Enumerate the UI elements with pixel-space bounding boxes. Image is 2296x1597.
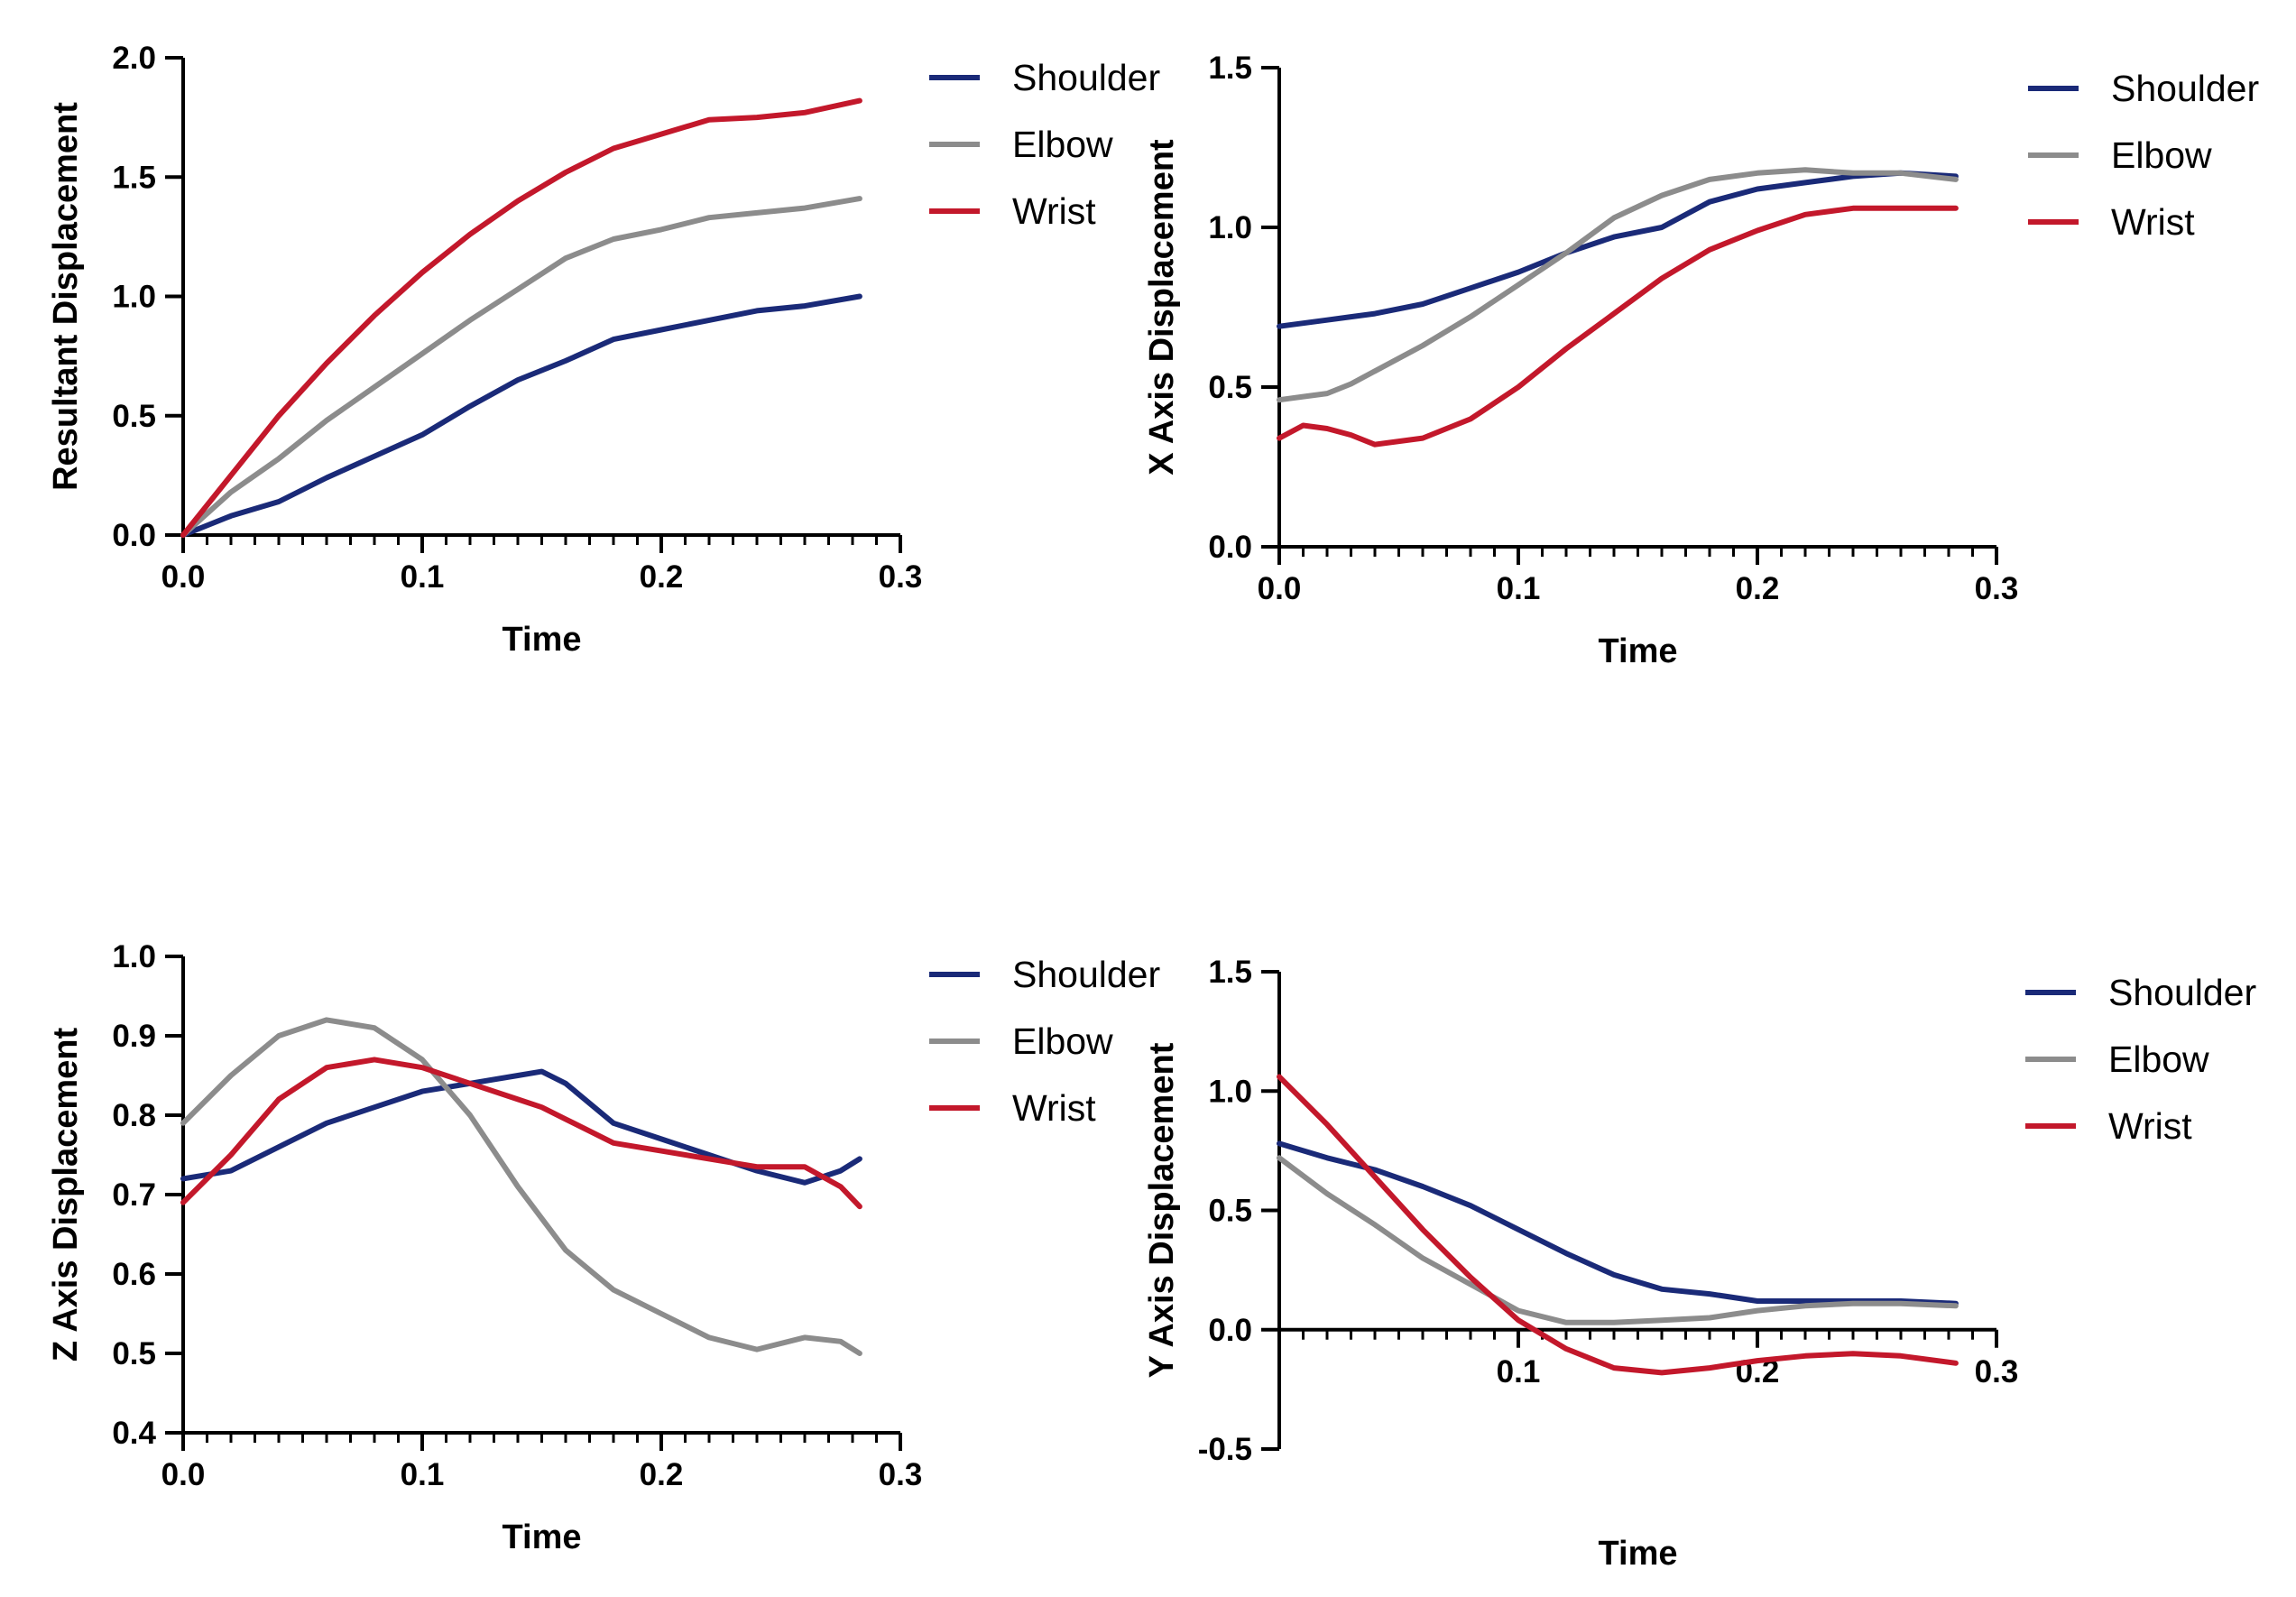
y-tick-label: 1.0: [1208, 1074, 1252, 1109]
x-tick-label: 0.2: [640, 559, 684, 595]
x-tick-label: 0.3: [879, 1457, 923, 1492]
legend-label-wrist: Wrist: [2108, 1105, 2192, 1147]
legend-label-shoulder: Shoulder: [2108, 972, 2256, 1013]
series-line-wrist: [1277, 205, 1959, 448]
y-tick-label: 1.0: [112, 939, 156, 974]
y-axis-title: X Axis Displacement: [1143, 139, 1181, 475]
x-axis-title: Time: [1598, 632, 1677, 670]
legend: Shoulder Elbow Wrist: [929, 57, 1160, 232]
legend: Shoulder Elbow Wrist: [2025, 972, 2256, 1147]
y-tick-label: 0.5: [1208, 370, 1252, 405]
y-tick-label: 0.4: [112, 1416, 156, 1451]
y-tick-label: 0.5: [1208, 1194, 1252, 1229]
x-tick-label: 0.0: [161, 1457, 206, 1492]
series-line-wrist: [1277, 1074, 1959, 1376]
legend-label-elbow: Elbow: [1012, 1020, 1113, 1062]
y-tick-label: 1.0: [1208, 210, 1252, 245]
x-axis-title: Time: [502, 621, 581, 659]
legend-label-wrist: Wrist: [1012, 190, 1096, 232]
legend-label-elbow: Elbow: [2111, 134, 2212, 176]
legend-label-wrist: Wrist: [1012, 1087, 1096, 1129]
y-tick-label: 0.8: [112, 1098, 156, 1133]
series-line-shoulder: [1277, 170, 1959, 329]
y-tick-label: 1.0: [112, 280, 156, 315]
chart-z_axis: 0.0 0.1 0.2 0.3 0.4 0.5 0.6 0.7 0.8 0.9 1.0 Time Z A…: [47, 939, 1160, 1556]
y-tick-label: 0.6: [112, 1257, 156, 1292]
legend-label-wrist: Wrist: [2111, 201, 2195, 243]
y-tick-label: 0.5: [112, 399, 156, 434]
legend: Shoulder Elbow Wrist: [2028, 68, 2259, 243]
y-tick-label: 1.5: [1208, 955, 1252, 990]
x-tick-label: 0.1: [1497, 1354, 1541, 1389]
y-tick-label: 1.5: [1208, 51, 1252, 86]
y-tick-label: 0.0: [112, 518, 156, 553]
y-tick-label: 0.7: [112, 1177, 156, 1213]
legend-label-shoulder: Shoulder: [1012, 57, 1160, 98]
series-line-shoulder: [180, 1068, 862, 1186]
x-tick-label: 0.1: [401, 559, 445, 595]
series-line-elbow: [180, 1017, 862, 1356]
legend: Shoulder Elbow Wrist: [929, 954, 1160, 1129]
y-tick-label: 0.9: [112, 1019, 156, 1054]
series-line-elbow: [180, 196, 862, 538]
x-tick-label: 0.3: [1975, 571, 2019, 606]
x-tick-label: 0.3: [1975, 1354, 2019, 1389]
series-line-elbow: [1277, 1155, 1959, 1325]
x-tick-label: 0.1: [401, 1457, 445, 1492]
x-tick-label: 0.0: [161, 559, 206, 595]
x-tick-label: 0.1: [1497, 571, 1541, 606]
x-axis-title: Time: [1598, 1535, 1677, 1573]
legend-label-shoulder: Shoulder: [1012, 954, 1160, 995]
y-tick-label: 1.5: [112, 160, 156, 195]
series-line-shoulder: [180, 293, 862, 538]
legend-label-shoulder: Shoulder: [2111, 68, 2259, 109]
legend-label-elbow: Elbow: [2108, 1039, 2209, 1080]
chart-resultant: 0.0 0.1 0.2 0.3 0.0 0.5 1.0 1.5 2.0 Time Resultant…: [47, 41, 1160, 659]
y-tick-label: 0.0: [1208, 1313, 1252, 1348]
series-line-elbow: [1277, 167, 1959, 403]
x-tick-label: 0.2: [1736, 571, 1780, 606]
y-axis-title: Y Axis Displacement: [1143, 1042, 1181, 1378]
series-line-shoulder: [1277, 1140, 1959, 1306]
y-tick-label: 0.5: [112, 1336, 156, 1371]
x-tick-label: 0.3: [879, 559, 923, 595]
legend-label-elbow: Elbow: [1012, 124, 1113, 165]
y-tick-label: 0.0: [1208, 530, 1252, 565]
x-tick-label: 0.2: [640, 1457, 684, 1492]
x-tick-label: 0.0: [1258, 571, 1302, 606]
chart-x_axis: 0.0 0.1 0.2 0.3 0.0 0.5 1.0 1.5 Time X Axis Displ…: [1143, 51, 2259, 670]
y-axis-title: Z Axis Displacement: [47, 1028, 85, 1362]
y-tick-label: 2.0: [112, 41, 156, 76]
series-line-wrist: [180, 1057, 862, 1210]
series-line-wrist: [180, 97, 862, 538]
y-tick-label: -0.5: [1198, 1432, 1252, 1467]
y-axis-title: Resultant Displacement: [47, 102, 85, 491]
x-axis-title: Time: [502, 1519, 581, 1556]
